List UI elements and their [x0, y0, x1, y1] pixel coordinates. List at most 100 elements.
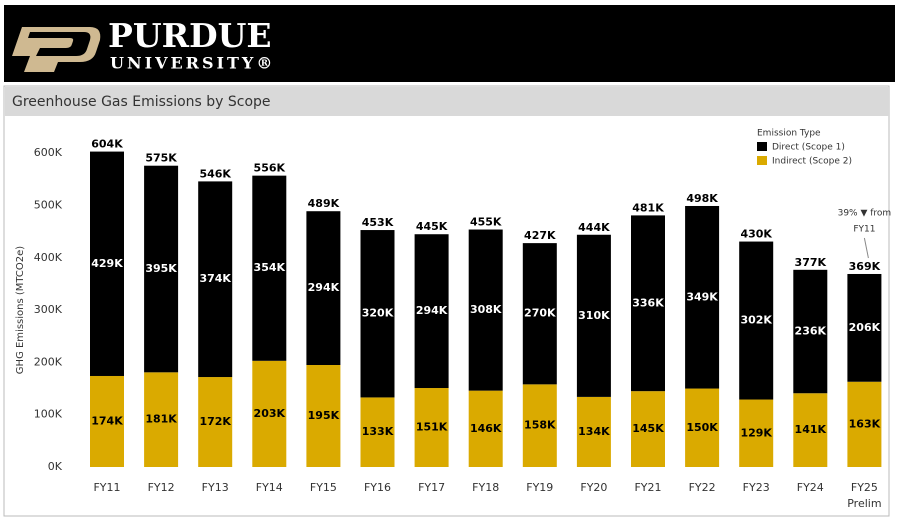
bar-segment	[414, 388, 449, 467]
x-tick-label: FY19	[526, 481, 553, 494]
y-tick-label: 300K	[34, 303, 63, 316]
bar-segment	[685, 388, 720, 467]
total-label: 481K	[632, 201, 664, 214]
y-tick-label: 600K	[34, 146, 63, 159]
bar-segment	[90, 151, 124, 376]
value-label: 141K	[795, 423, 827, 436]
x-tick-label: FY15	[310, 481, 337, 494]
bar-segment	[739, 241, 774, 400]
value-label: 374K	[199, 272, 231, 285]
bar-segment	[847, 273, 882, 382]
y-tick-label: 500K	[34, 198, 63, 211]
total-label: 575K	[145, 152, 177, 165]
bar-segment	[252, 175, 287, 361]
value-label: 206K	[849, 321, 881, 334]
total-label: 455K	[470, 216, 502, 229]
bar-segment	[522, 384, 557, 467]
x-tick-label: FY12	[148, 481, 175, 494]
x-tick-label: FY17	[418, 481, 445, 494]
value-label: 146K	[470, 422, 502, 435]
x-tick-label: FY16	[364, 481, 391, 494]
value-label: 270K	[524, 307, 556, 320]
y-axis-label: GHG Emissions (MTCO2e)	[15, 246, 26, 374]
total-label: 445K	[416, 220, 448, 233]
value-label: 133K	[362, 425, 394, 438]
y-tick-label: 0K	[48, 460, 63, 473]
y-tick-label: 200K	[34, 355, 63, 368]
value-label: 294K	[308, 281, 340, 294]
total-label: 377K	[795, 256, 827, 269]
value-label: 172K	[199, 415, 231, 428]
bar-segment	[793, 269, 828, 394]
value-label: 320K	[362, 307, 394, 320]
bar-segment	[198, 377, 233, 467]
bar-segment	[306, 365, 341, 467]
value-label: 203K	[254, 407, 286, 420]
x-tick-label: FY24	[797, 481, 824, 494]
value-label: 294K	[416, 304, 448, 317]
value-label: 145K	[632, 422, 664, 435]
value-label: 395K	[145, 262, 177, 275]
total-label: 444K	[578, 221, 610, 234]
y-tick-label: 100K	[34, 408, 63, 421]
bar-segment	[631, 215, 665, 392]
value-label: 129K	[740, 426, 772, 439]
total-label: 489K	[308, 197, 340, 210]
x-tick-label: FY23	[743, 481, 770, 494]
legend-label: Indirect (Scope 2)	[772, 157, 852, 167]
bar-segment	[685, 205, 720, 389]
bar-segment	[90, 375, 124, 467]
bar-segment	[847, 381, 882, 467]
value-label: 236K	[795, 325, 827, 338]
header-name: PURDUE	[108, 16, 272, 55]
logo-mark	[12, 27, 101, 72]
value-label: 336K	[632, 296, 664, 309]
bar-segment	[468, 229, 503, 391]
total-label: 453K	[362, 216, 394, 229]
x-tick-label: FY13	[202, 481, 229, 494]
value-label: 349K	[686, 290, 718, 303]
value-label: 429K	[91, 257, 123, 270]
value-label: 150K	[686, 421, 718, 434]
chart-title: Greenhouse Gas Emissions by Scope	[12, 94, 271, 110]
bar-segment	[414, 234, 449, 389]
value-label: 302K	[740, 314, 772, 327]
bar-segment	[360, 230, 395, 398]
bar-segment	[360, 397, 395, 467]
x-tick-label: FY11	[93, 481, 120, 494]
legend-label: Direct (Scope 1)	[772, 143, 845, 153]
annotation: FY11	[853, 225, 875, 235]
total-label: 604K	[91, 138, 123, 151]
bar-segment	[198, 181, 233, 378]
bar-segment	[576, 396, 611, 467]
x-tick-label: FY18	[472, 481, 499, 494]
bar-segment	[631, 391, 665, 467]
total-label: 369K	[849, 260, 881, 273]
value-label: 308K	[470, 303, 502, 316]
total-label: 430K	[740, 228, 772, 241]
bar-segment	[144, 372, 179, 467]
value-label: 174K	[91, 414, 123, 427]
x-tick-label: FY25	[851, 481, 878, 494]
value-label: 158K	[524, 419, 556, 432]
x-tick-label: FY20	[580, 481, 607, 494]
x-tick-label: FY21	[634, 481, 661, 494]
x-tick-label: FY22	[689, 481, 716, 494]
legend-swatch	[757, 156, 767, 165]
panel-title-bar	[5, 87, 889, 116]
header-sub: UNIVERSITY®	[110, 54, 275, 73]
bar-segment	[252, 360, 287, 467]
value-label: 181K	[145, 413, 177, 426]
bar-segment	[739, 399, 774, 467]
bar-segment	[793, 393, 828, 467]
total-label: 498K	[686, 192, 718, 205]
annotation: 39% ▼ from	[838, 209, 892, 219]
value-label: 195K	[308, 409, 340, 422]
legend-title: Emission Type	[757, 129, 821, 139]
total-label: 556K	[254, 162, 286, 175]
value-label: 310K	[578, 309, 610, 322]
total-label: 546K	[199, 167, 231, 180]
value-label: 163K	[849, 417, 881, 430]
y-tick-label: 400K	[34, 251, 63, 264]
